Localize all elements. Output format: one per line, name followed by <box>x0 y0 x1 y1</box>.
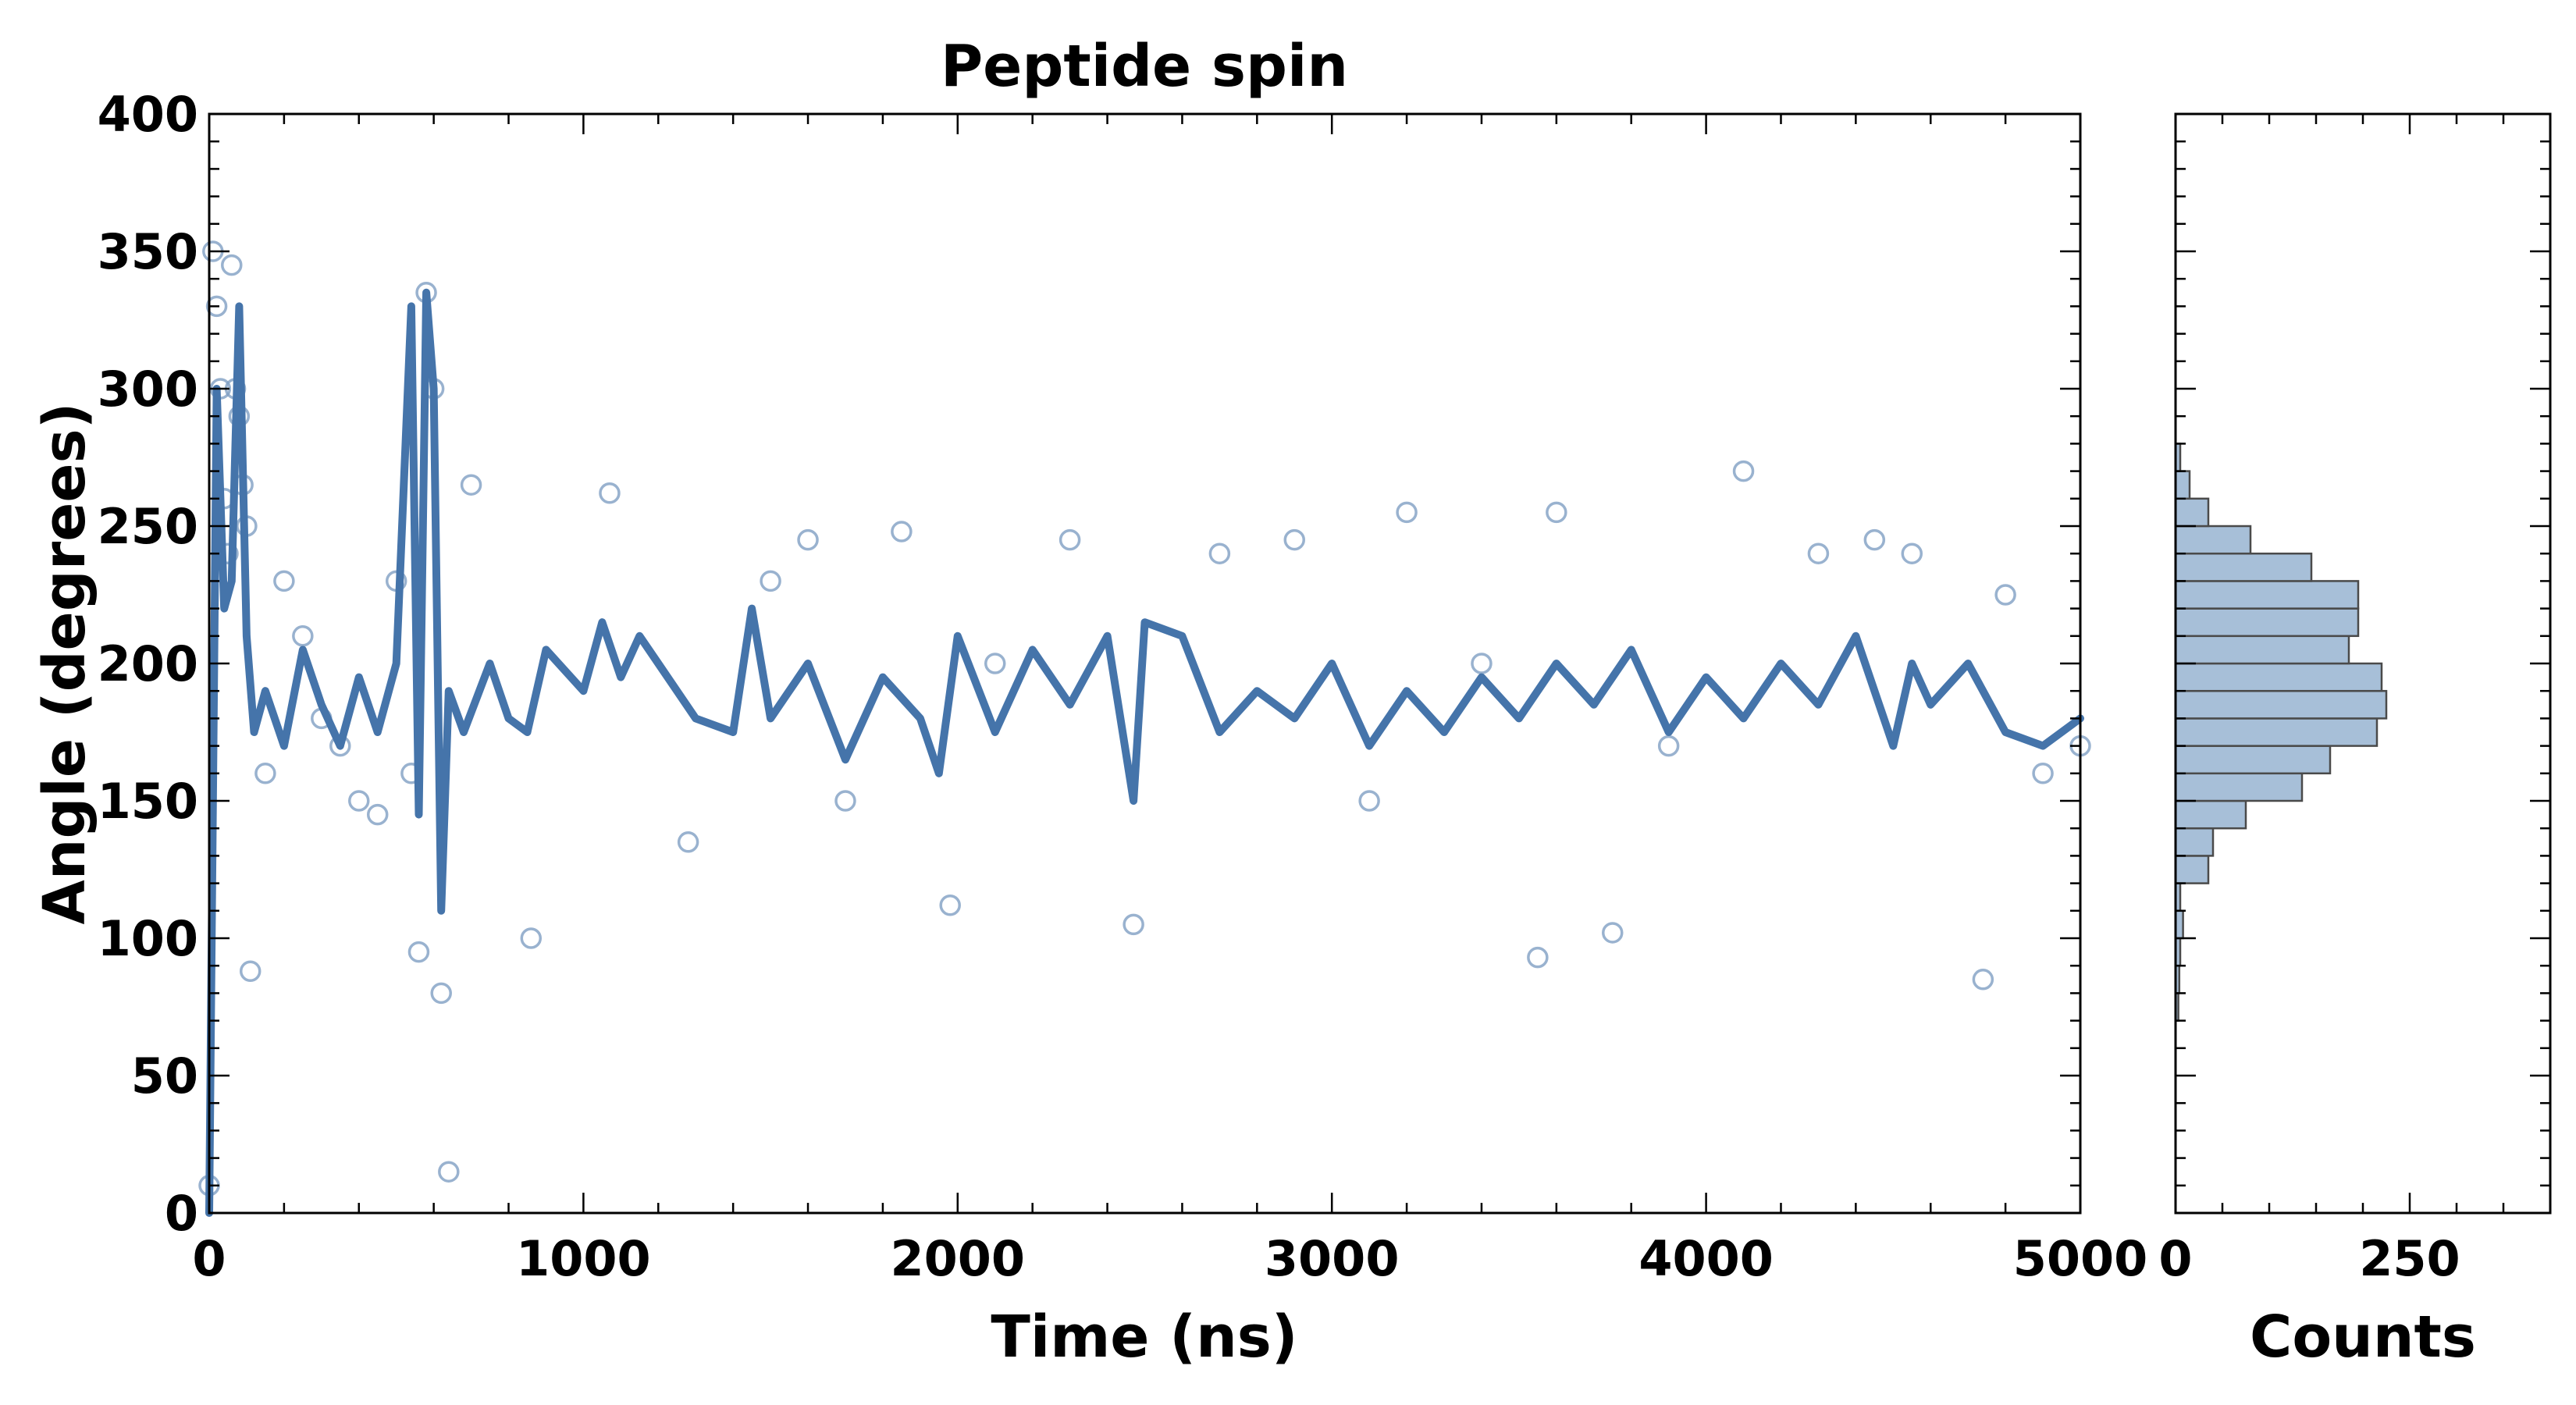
scatter-point <box>1396 501 1418 524</box>
histogram-bar <box>2174 607 2360 638</box>
chart-title: Peptide spin <box>941 33 1348 100</box>
scatter-point <box>239 960 262 982</box>
hist-x-tick-label: 250 <box>2359 1230 2460 1287</box>
histogram-bar <box>2174 497 2210 528</box>
scatter-point <box>1546 501 1567 524</box>
scatter-point <box>1901 542 1923 564</box>
y-tick-label: 200 <box>98 635 198 692</box>
histogram-bar <box>2174 717 2379 747</box>
scatter-point <box>1972 969 1994 991</box>
scatter-point <box>1602 922 1624 944</box>
scatter-point <box>438 1161 460 1183</box>
y-tick-label: 400 <box>98 86 198 143</box>
scatter-point <box>366 803 389 826</box>
scatter-point <box>1123 913 1144 936</box>
scatter-point <box>205 295 228 318</box>
histogram-marks <box>2174 443 2388 1022</box>
histogram-axis-ticks: 0 250 <box>2158 112 2550 1287</box>
scatter-point <box>760 570 781 592</box>
y-tick-label: 250 <box>98 498 198 555</box>
scatter-point <box>2032 763 2054 784</box>
x-tick-label: 5000 <box>2013 1230 2148 1287</box>
histogram-bar <box>2174 772 2304 802</box>
main-plot-marks <box>198 240 2091 1217</box>
scatter-point <box>1527 946 1549 969</box>
scatter-point <box>797 528 819 551</box>
scatter-point <box>221 254 243 276</box>
scatter-point <box>1657 735 1680 757</box>
scatter-point <box>1208 542 1231 564</box>
x-axis-label: Time (ns) <box>991 1304 1297 1371</box>
histogram-bar <box>2174 689 2388 720</box>
y-tick-label: 350 <box>98 223 198 280</box>
y-tick-label: 100 <box>98 910 198 967</box>
x-tick-label: 0 <box>192 1230 226 1287</box>
scatter-point <box>460 474 482 496</box>
main-axis-ticks: 0 1000 2000 3000 4000 5000 0 50 100 150 200 250 300 3… <box>98 86 2148 1287</box>
scatter-point <box>1863 528 1886 551</box>
scatter-point <box>1994 584 2016 606</box>
scatter-point <box>1471 653 1493 674</box>
scatter-point <box>1059 528 1081 551</box>
histogram-bar <box>2174 799 2247 830</box>
x-tick-label: 4000 <box>1638 1230 1774 1287</box>
scatter-point <box>1358 790 1380 812</box>
scatter-point <box>939 895 961 916</box>
y-axis-label: Angle (degrees) <box>31 403 98 925</box>
scatter-point <box>348 790 370 812</box>
histogram-bar <box>2174 745 2332 775</box>
histogram-bar <box>2174 662 2383 692</box>
hist-x-tick-label: 0 <box>2158 1230 2192 1287</box>
x-tick-label: 1000 <box>516 1230 651 1287</box>
histogram-bar <box>2174 470 2191 500</box>
scatter-point <box>834 790 856 812</box>
scatter-point <box>891 521 913 542</box>
histogram-bar <box>2174 552 2313 582</box>
histogram-bar <box>2174 827 2215 857</box>
histogram-bar <box>2174 635 2350 665</box>
scatter-point <box>292 625 314 647</box>
x-tick-label: 2000 <box>891 1230 1026 1287</box>
scatter-point <box>520 927 543 949</box>
scatter-point <box>273 570 295 592</box>
histogram-x-axis-label: Counts <box>2250 1304 2476 1371</box>
scatter-point <box>430 982 452 1005</box>
scatter-point <box>1732 460 1755 482</box>
scatter-point <box>599 482 621 504</box>
histogram-bar <box>2174 525 2252 555</box>
y-tick-label: 0 <box>165 1185 198 1242</box>
y-tick-label: 150 <box>98 773 198 830</box>
x-tick-label: 3000 <box>1265 1230 1400 1287</box>
scatter-point <box>1283 528 1306 551</box>
y-tick-label: 300 <box>98 361 198 418</box>
scatter-point <box>407 941 430 963</box>
scatter-point <box>254 763 276 784</box>
y-tick-label: 50 <box>131 1048 198 1104</box>
scatter-point <box>1807 542 1830 564</box>
scatter-point <box>984 653 1006 674</box>
series-line <box>205 288 2084 1217</box>
scatter-point <box>677 831 699 853</box>
histogram-bar <box>2174 855 2210 884</box>
histogram-bar <box>2174 580 2360 610</box>
